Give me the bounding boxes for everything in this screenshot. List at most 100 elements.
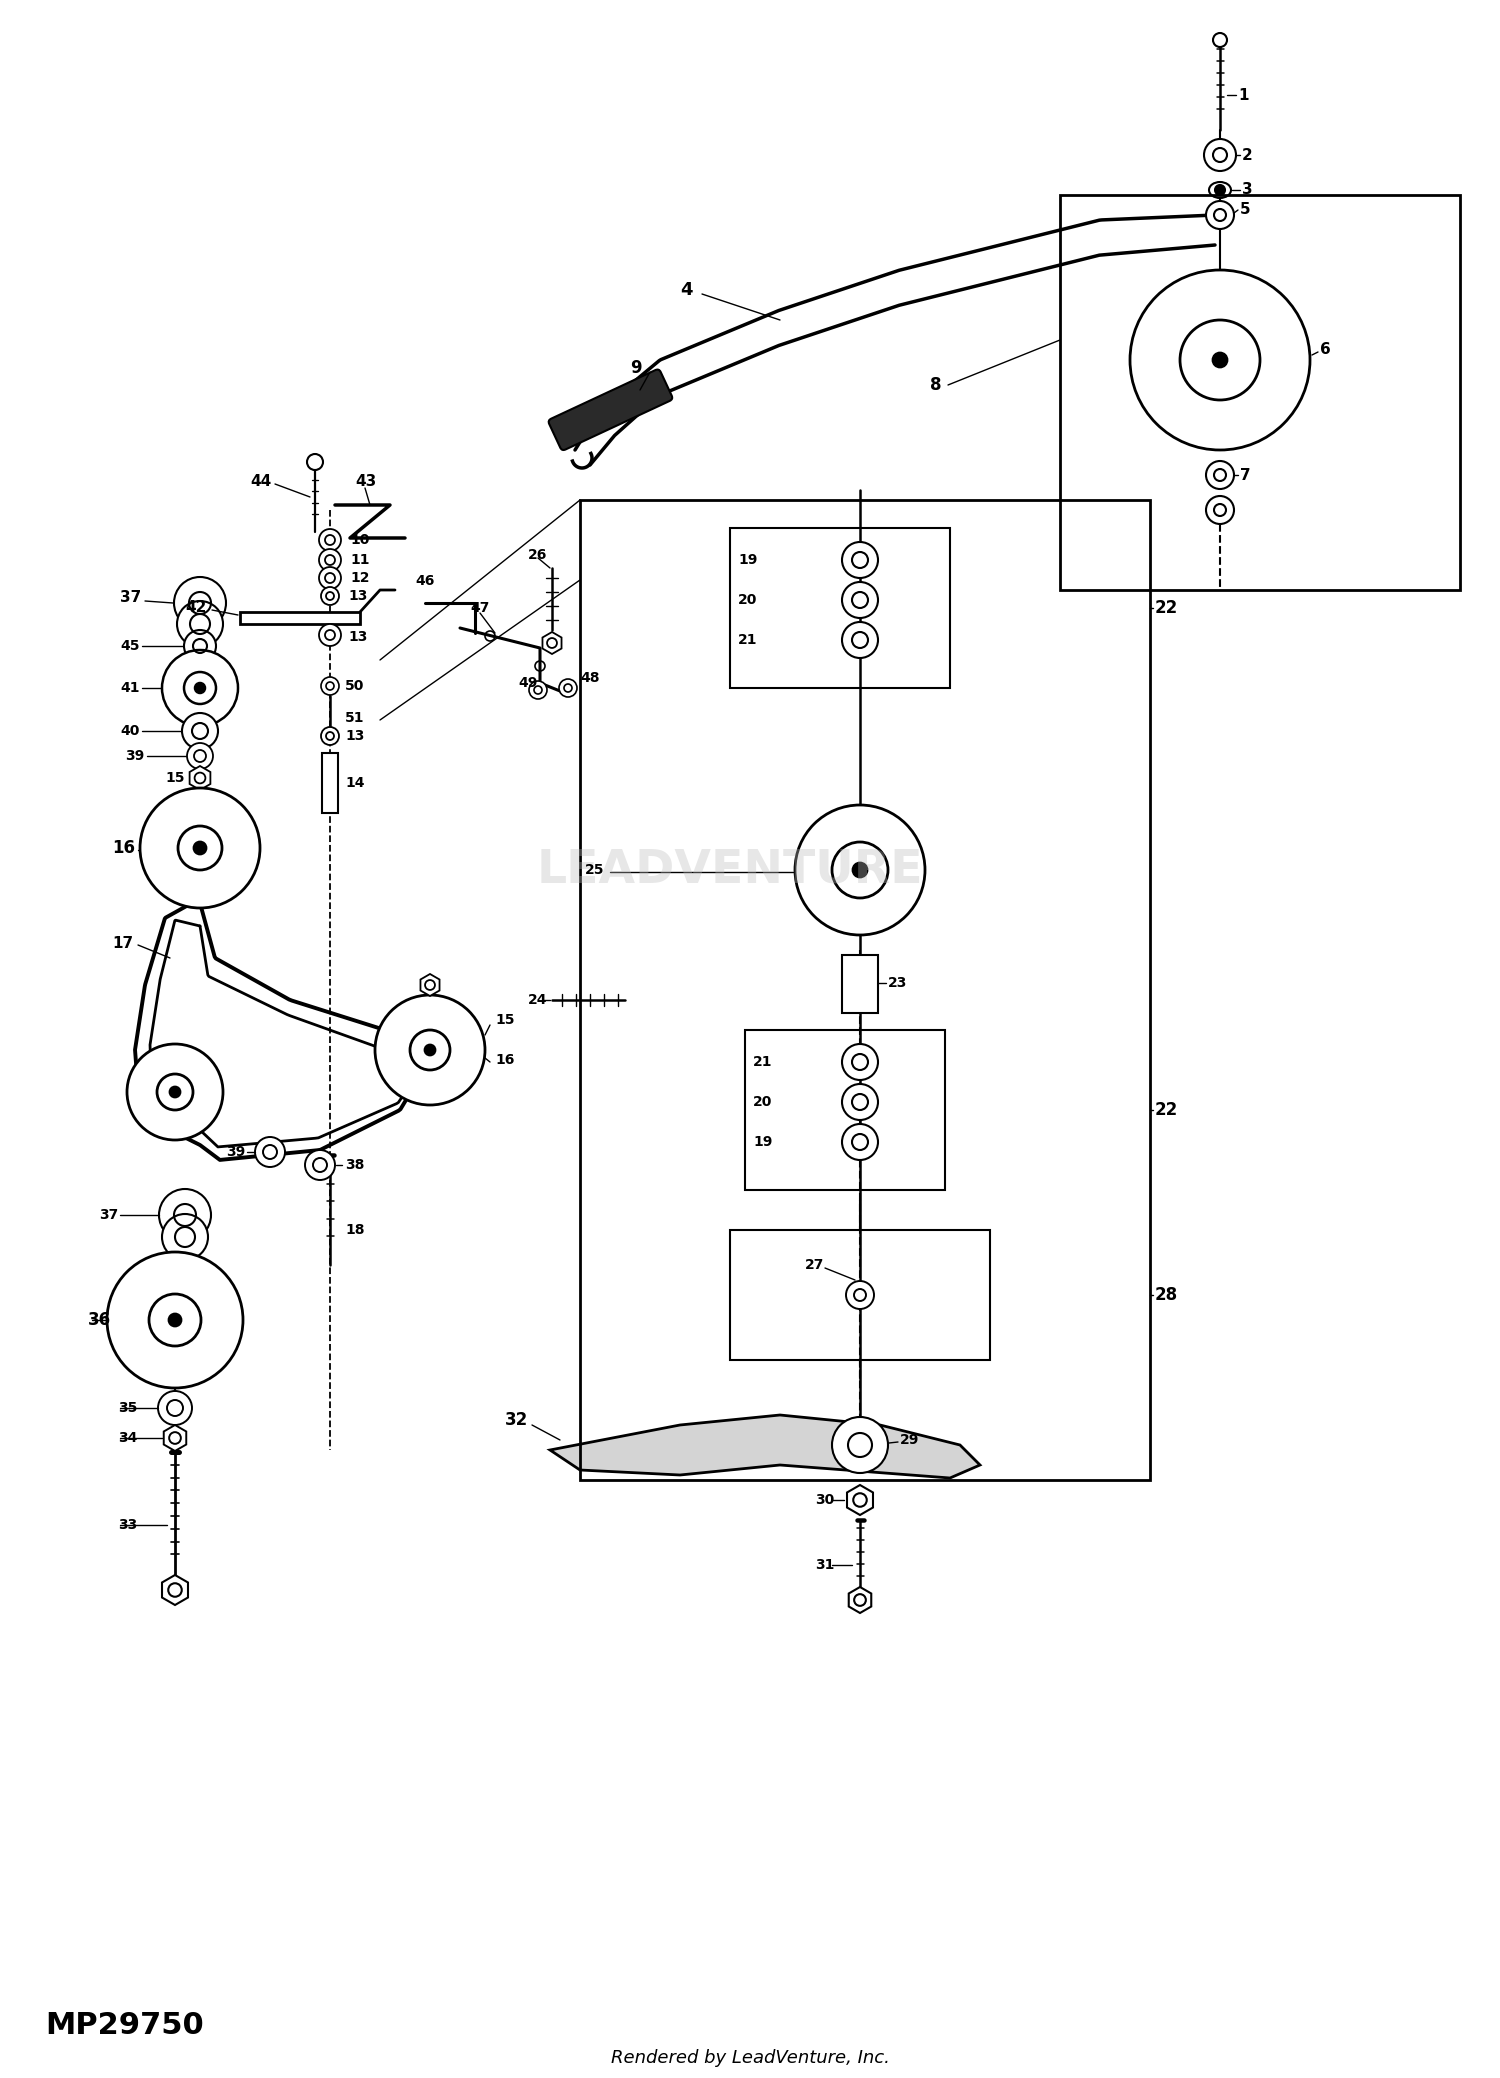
Text: 10: 10: [350, 532, 369, 547]
Text: 25: 25: [585, 862, 604, 877]
Circle shape: [158, 1390, 192, 1426]
Circle shape: [833, 1417, 888, 1473]
Text: 47: 47: [470, 601, 489, 615]
Text: 23: 23: [888, 977, 908, 989]
Text: 24: 24: [528, 993, 548, 1008]
Text: 37: 37: [120, 590, 141, 605]
Circle shape: [184, 630, 216, 663]
Polygon shape: [847, 1486, 873, 1515]
Text: 15: 15: [495, 1012, 514, 1027]
Circle shape: [320, 549, 340, 571]
Text: 19: 19: [753, 1135, 772, 1149]
Circle shape: [148, 1295, 201, 1347]
Bar: [322, 752, 338, 812]
Text: 4: 4: [680, 281, 693, 299]
Text: 46: 46: [416, 574, 435, 588]
Circle shape: [162, 1214, 209, 1259]
Circle shape: [174, 578, 226, 630]
Circle shape: [1214, 353, 1227, 368]
Circle shape: [321, 727, 339, 746]
Text: 36: 36: [88, 1311, 111, 1330]
Bar: [580, 501, 1150, 1480]
Text: 30: 30: [815, 1492, 834, 1507]
Text: 2: 2: [1242, 148, 1252, 162]
Circle shape: [178, 825, 222, 871]
Text: 33: 33: [118, 1519, 138, 1531]
Circle shape: [842, 542, 878, 578]
Circle shape: [308, 453, 322, 470]
Text: 44: 44: [251, 474, 272, 490]
Circle shape: [1206, 202, 1234, 229]
Circle shape: [321, 586, 339, 605]
Circle shape: [842, 1043, 878, 1081]
FancyBboxPatch shape: [549, 370, 672, 451]
Text: 39: 39: [124, 748, 144, 763]
Circle shape: [1206, 497, 1234, 524]
Circle shape: [128, 1043, 224, 1141]
Text: LEADVENTURE: LEADVENTURE: [537, 848, 924, 891]
Circle shape: [846, 1280, 874, 1309]
Polygon shape: [849, 1588, 871, 1613]
Circle shape: [375, 995, 484, 1105]
Circle shape: [162, 650, 238, 725]
Circle shape: [1214, 33, 1227, 48]
Circle shape: [184, 671, 216, 704]
Circle shape: [255, 1137, 285, 1168]
Circle shape: [842, 1085, 878, 1120]
Text: 40: 40: [120, 723, 140, 738]
Text: 13: 13: [345, 729, 364, 744]
Text: 43: 43: [356, 474, 376, 490]
Text: 29: 29: [900, 1434, 920, 1446]
Circle shape: [182, 713, 218, 748]
Circle shape: [1206, 461, 1234, 488]
Circle shape: [560, 680, 578, 696]
Circle shape: [170, 1087, 180, 1097]
Text: 19: 19: [738, 553, 758, 567]
Text: 27: 27: [806, 1257, 825, 1272]
Text: 51: 51: [345, 711, 364, 725]
Circle shape: [320, 623, 340, 646]
Text: 9: 9: [630, 359, 642, 376]
Text: MP29750: MP29750: [45, 2012, 204, 2039]
Text: 26: 26: [528, 549, 548, 561]
Bar: [842, 956, 878, 1012]
Text: 21: 21: [738, 634, 758, 646]
Text: 8: 8: [930, 376, 942, 395]
Circle shape: [188, 744, 213, 769]
Text: 41: 41: [120, 682, 140, 694]
Circle shape: [195, 684, 206, 692]
Circle shape: [1130, 270, 1310, 451]
Text: 5: 5: [1240, 202, 1251, 218]
Text: 13: 13: [348, 588, 368, 603]
Text: 22: 22: [1155, 1101, 1179, 1118]
Polygon shape: [543, 632, 561, 655]
Circle shape: [530, 682, 548, 698]
Circle shape: [106, 1253, 243, 1388]
Polygon shape: [189, 767, 210, 790]
Circle shape: [177, 601, 224, 646]
Bar: [1060, 195, 1460, 590]
Text: 20: 20: [753, 1095, 772, 1110]
Text: 1: 1: [1238, 87, 1248, 102]
Circle shape: [842, 1124, 878, 1160]
Text: Rendered by LeadVenture, Inc.: Rendered by LeadVenture, Inc.: [610, 2049, 890, 2068]
Text: 17: 17: [112, 935, 134, 950]
Text: 32: 32: [506, 1411, 528, 1430]
Circle shape: [424, 1045, 435, 1056]
Polygon shape: [240, 613, 360, 623]
Text: 7: 7: [1240, 468, 1251, 482]
Text: 38: 38: [345, 1157, 364, 1172]
Polygon shape: [550, 1415, 980, 1477]
Text: 22: 22: [1155, 598, 1179, 617]
Circle shape: [170, 1313, 182, 1326]
Text: 11: 11: [350, 553, 369, 567]
Text: 13: 13: [348, 630, 368, 644]
Circle shape: [159, 1189, 212, 1241]
Circle shape: [194, 842, 206, 854]
Text: 16: 16: [495, 1054, 514, 1066]
Circle shape: [1204, 139, 1236, 170]
Circle shape: [320, 567, 340, 588]
Circle shape: [140, 788, 260, 908]
Text: 45: 45: [120, 640, 140, 652]
Text: 42: 42: [184, 601, 207, 615]
